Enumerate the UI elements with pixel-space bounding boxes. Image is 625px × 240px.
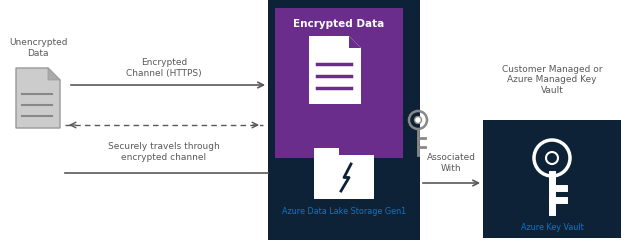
- Circle shape: [546, 152, 558, 164]
- Text: Encrypted Data: Encrypted Data: [293, 19, 384, 29]
- Polygon shape: [309, 36, 361, 104]
- Bar: [314, 148, 339, 156]
- Bar: [314, 155, 374, 199]
- Bar: [275, 8, 403, 158]
- Polygon shape: [16, 68, 60, 128]
- Circle shape: [414, 116, 421, 124]
- Text: Customer Managed or
Azure Managed Key
Vault: Customer Managed or Azure Managed Key Va…: [502, 65, 602, 95]
- Text: Associated
With: Associated With: [427, 153, 476, 173]
- Bar: [483, 120, 621, 238]
- Polygon shape: [349, 36, 361, 48]
- Text: Azure Key Vault: Azure Key Vault: [521, 223, 583, 233]
- Text: Securely travels through
encrypted channel: Securely travels through encrypted chann…: [108, 142, 220, 162]
- Text: Unencrypted
Data: Unencrypted Data: [9, 38, 68, 58]
- Polygon shape: [48, 68, 60, 80]
- Text: Azure Data Lake Storage Gen1: Azure Data Lake Storage Gen1: [282, 208, 406, 216]
- Bar: [268, 0, 420, 240]
- Text: Encrypted
Channel (HTTPS): Encrypted Channel (HTTPS): [126, 58, 202, 78]
